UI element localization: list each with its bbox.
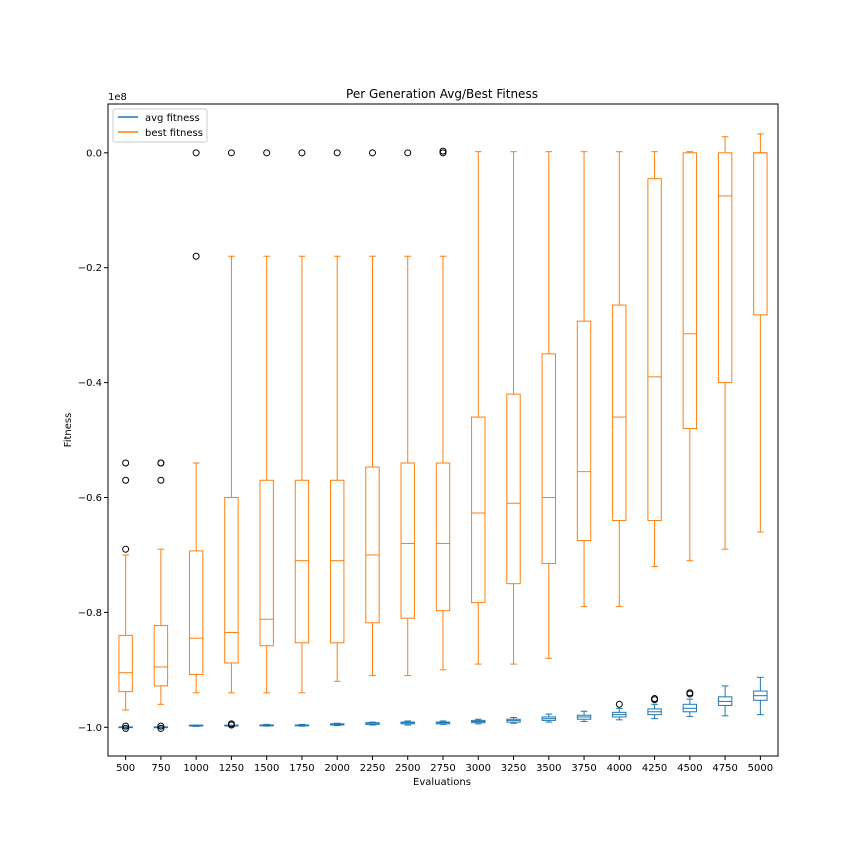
x-tick-label: 4250 xyxy=(642,763,667,774)
y-tick-label: −0.4 xyxy=(78,378,102,389)
x-tick-label: 3250 xyxy=(501,763,526,774)
x-axis-title: Evaluations xyxy=(413,777,471,788)
x-tick-label: 750 xyxy=(151,763,170,774)
best-fitness-box xyxy=(224,496,239,664)
best-fitness-box xyxy=(153,625,169,687)
x-tick-label: 1250 xyxy=(219,763,244,774)
x-tick-label: 500 xyxy=(116,763,135,774)
avg-fitness-outlier xyxy=(686,690,694,698)
x-tick-label: 3750 xyxy=(571,763,596,774)
x-tick-label: 4500 xyxy=(677,763,702,774)
best-fitness-box xyxy=(435,462,451,612)
x-tick-label: 1500 xyxy=(254,763,279,774)
best-fitness-outlier xyxy=(157,459,165,467)
best-fitness-box xyxy=(647,178,662,521)
best-fitness-outlier xyxy=(192,149,200,157)
x-tick-label: 4000 xyxy=(607,763,632,774)
best-fitness-box xyxy=(506,393,521,585)
x-tick-label: 2750 xyxy=(430,763,455,774)
x-tick-label: 1000 xyxy=(183,763,208,774)
y-tick-label: −1.0 xyxy=(78,723,102,734)
legend-label-avg-fitness: avg fitness xyxy=(145,113,200,124)
avg-fitness-outlier xyxy=(651,696,659,704)
x-tick-label: 1750 xyxy=(289,763,314,774)
best-fitness-outlier xyxy=(122,545,130,553)
best-fitness-outlier xyxy=(404,149,412,157)
best-fitness-boxes xyxy=(118,133,768,711)
best-fitness-outlier xyxy=(439,147,447,155)
avg-fitness-outlier xyxy=(122,722,130,730)
best-fitness-box xyxy=(471,416,486,604)
y-tick-label: −0.6 xyxy=(78,493,102,504)
x-tick-label: 2250 xyxy=(360,763,385,774)
best-fitness-outlier xyxy=(333,149,341,157)
x-tick-label: 3000 xyxy=(466,763,491,774)
best-fitness-box xyxy=(400,462,415,619)
legend-label-best-fitness: best fitness xyxy=(145,128,203,139)
best-fitness-box xyxy=(118,634,133,693)
best-fitness-outlier xyxy=(368,149,376,157)
best-fitness-box xyxy=(188,550,204,675)
avg-fitness-outlier xyxy=(615,700,623,708)
x-tick-label: 4750 xyxy=(712,763,737,774)
best-fitness-box xyxy=(612,304,627,521)
y-tick-label: −0.8 xyxy=(78,608,102,619)
chart-title: Per Generation Avg/Best Fitness xyxy=(346,87,538,101)
best-fitness-outlier xyxy=(157,476,165,484)
y-offset-label: 1e8 xyxy=(108,92,127,103)
plot-frame xyxy=(107,103,779,757)
y-axis: 0.0 −0.2 −0.4 −0.6 −0.8 −1.0 xyxy=(78,148,108,734)
best-fitness-box xyxy=(717,152,733,384)
best-fitness-box xyxy=(576,320,592,542)
x-tick-label: 3500 xyxy=(536,763,561,774)
avg-fitness-outlier xyxy=(157,722,165,730)
best-fitness-box xyxy=(294,479,310,644)
best-fitness-box xyxy=(753,152,768,316)
x-tick-label: 2500 xyxy=(395,763,420,774)
best-fitness-box xyxy=(330,479,345,644)
best-fitness-outlier xyxy=(227,149,235,157)
best-fitness-box xyxy=(365,466,380,624)
y-tick-label: −0.2 xyxy=(78,263,102,274)
y-axis-title: Fitness xyxy=(63,413,74,448)
avg-fitness-outlier xyxy=(227,721,235,729)
best-fitness-box xyxy=(541,353,556,565)
best-fitness-outlier xyxy=(263,149,271,157)
x-tick-label: 5000 xyxy=(748,763,773,774)
best-fitness-outlier xyxy=(298,149,306,157)
y-tick-label: 0.0 xyxy=(86,148,102,159)
avg-fitness-outlier xyxy=(157,724,165,732)
best-fitness-box xyxy=(259,479,274,647)
best-fitness-box xyxy=(682,152,698,430)
x-tick-label: 2000 xyxy=(324,763,349,774)
legend: avg fitness best fitness xyxy=(112,108,208,143)
best-fitness-outlier xyxy=(122,459,130,467)
avg-fitness-boxes xyxy=(118,676,768,732)
avg-fitness-outlier xyxy=(122,724,130,732)
x-axis: 500 750 1000 1250 1500 1750 2000 2250 2500 2750 30… xyxy=(116,756,773,774)
best-fitness-outlier xyxy=(192,252,200,260)
best-fitness-outlier xyxy=(122,476,130,484)
